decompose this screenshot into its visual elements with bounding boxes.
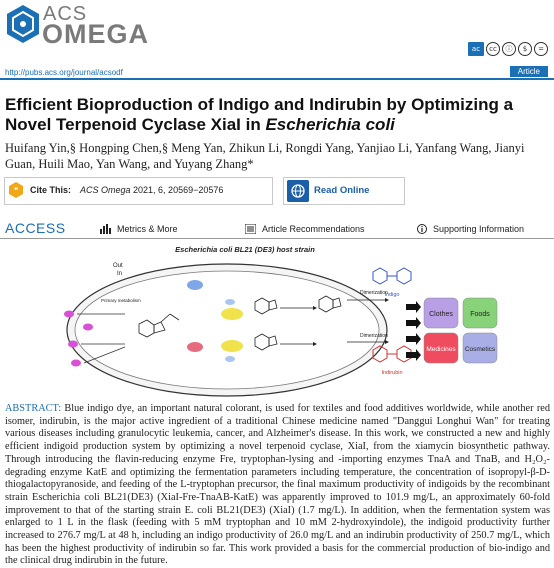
globe-icon	[287, 180, 309, 202]
arrow-icon	[406, 317, 421, 329]
use-medicines-box	[423, 332, 459, 364]
tab-supporting-label: Supporting Information	[433, 224, 525, 234]
transporter-icon	[71, 359, 81, 367]
cite-box	[4, 177, 273, 205]
cc-icon[interactable]: cc	[486, 42, 500, 56]
arrow-icon	[406, 333, 421, 345]
indigo-label: Indigo	[385, 292, 400, 298]
primary-metabolism-label: Primary metabolism	[101, 298, 141, 303]
arrow-icon	[406, 301, 421, 313]
use-medicines-label: Medicines	[426, 346, 456, 353]
brand-acs: ACS	[43, 3, 88, 25]
in-label: In	[117, 271, 122, 277]
hydroxyindole-structure-icon	[254, 333, 278, 351]
cite-ref: 2021, 6, 20569−20576	[130, 185, 224, 195]
nc-icon[interactable]: $	[518, 42, 532, 56]
abstract: ABSTRACT: Blue indigo dye, an important …	[5, 403, 550, 568]
tab-recommendations-label: Article Recommendations	[262, 224, 365, 234]
read-online-button[interactable]	[283, 177, 405, 205]
arrow-icon	[406, 349, 421, 361]
citation-text[interactable]: ACS Omega 2021, 6, 20569−20576	[80, 185, 223, 195]
enzyme-tnaB-icon	[187, 342, 203, 352]
abstract-text: Blue indigo dye, an important natural co…	[5, 403, 550, 567]
use-clothes-label: Clothes	[429, 311, 453, 318]
article-type-badge: Article	[509, 66, 548, 77]
tab-metrics-label: Metrics & More	[117, 224, 178, 234]
use-foods-box	[462, 297, 498, 329]
license-icons: ac cc ⓘ $ =	[468, 42, 548, 56]
title-organism: Escherichia coli	[265, 115, 395, 134]
use-cosmetics-box	[462, 332, 498, 364]
enzyme-tnaA-icon	[187, 280, 203, 290]
use-cosmetics-label: Cosmetics	[465, 346, 496, 353]
fig-title: Escherichia coli BL21 (DE3) host strain	[175, 245, 315, 254]
indigo-structure-icon	[372, 267, 412, 285]
transporter-icon	[64, 310, 74, 318]
read-online-label[interactable]: Read Online	[314, 185, 370, 196]
cite-label: Cite This:	[30, 185, 72, 195]
acs-logo-icon	[7, 5, 39, 43]
indoxyl-structure-icon	[318, 295, 342, 313]
article-title: Efficient Bioproduction of Indigo and In…	[5, 95, 550, 135]
cite-journal: ACS Omega	[80, 185, 131, 195]
out-label: Out	[113, 263, 123, 269]
access-label: ACCESS	[5, 220, 66, 236]
indole-structure-icon	[254, 297, 278, 315]
ac-icon[interactable]: ac	[468, 42, 484, 56]
use-clothes-box	[423, 297, 459, 329]
enzyme-katE-icon	[225, 356, 235, 362]
journal-url-link[interactable]: http://pubs.acs.org/journal/acsodf	[5, 68, 123, 77]
dimerization-label-bottom: Dimerization	[360, 333, 388, 339]
enzyme-xiaI-icon	[221, 308, 243, 320]
transporter-icon	[68, 340, 78, 348]
abstract-label: ABSTRACT:	[5, 403, 62, 414]
nd-icon[interactable]: =	[534, 42, 548, 56]
tryptophan-structure-icon	[138, 313, 180, 338]
cell-cytoplasm	[74, 270, 380, 390]
transporter-icon	[83, 323, 93, 331]
tab-supporting-info[interactable]: Supporting Information	[417, 224, 524, 234]
enzyme-fre-icon	[221, 340, 243, 352]
by-icon[interactable]: ⓘ	[502, 42, 516, 56]
svg-text:❝: ❝	[14, 186, 18, 195]
quote-icon: ❝	[9, 182, 23, 198]
header-rule	[0, 78, 554, 80]
list-icon	[245, 224, 256, 234]
tab-metrics[interactable]: Metrics & More	[100, 224, 178, 234]
info-icon	[417, 224, 427, 234]
bar-chart-icon	[100, 224, 111, 234]
enzyme-katE-icon	[225, 299, 235, 305]
use-foods-label: Foods	[470, 311, 490, 318]
toc-graphic: Escherichia coli BL21 (DE3) host strain …	[64, 245, 498, 397]
dimerization-label-top: Dimerization	[360, 290, 388, 296]
tab-recommendations[interactable]: Article Recommendations	[245, 224, 365, 234]
brand-omega: OMEGA	[42, 19, 150, 49]
indirubin-label: Indirubin	[381, 370, 402, 376]
author-list: Huifang Yin,§ Hongping Chen,§ Meng Yan, …	[5, 141, 525, 171]
access-rule	[0, 238, 554, 239]
title-main: Efficient Bioproduction of Indigo and In…	[5, 95, 514, 134]
